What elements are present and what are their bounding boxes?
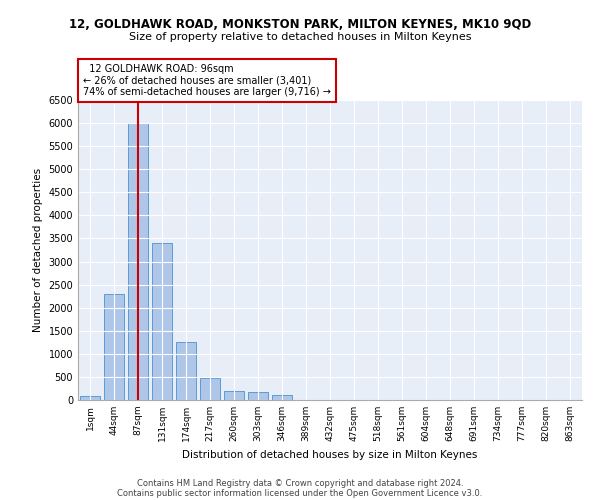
Text: 12 GOLDHAWK ROAD: 96sqm
← 26% of detached houses are smaller (3,401)
74% of semi: 12 GOLDHAWK ROAD: 96sqm ← 26% of detache…: [83, 64, 331, 97]
Text: Contains public sector information licensed under the Open Government Licence v3: Contains public sector information licen…: [118, 488, 482, 498]
Text: Contains HM Land Registry data © Crown copyright and database right 2024.: Contains HM Land Registry data © Crown c…: [137, 478, 463, 488]
Bar: [200, 378, 220, 400]
Bar: [104, 294, 124, 400]
Y-axis label: Number of detached properties: Number of detached properties: [33, 168, 43, 332]
Text: Size of property relative to detached houses in Milton Keynes: Size of property relative to detached ho…: [129, 32, 471, 42]
X-axis label: Distribution of detached houses by size in Milton Keynes: Distribution of detached houses by size …: [182, 450, 478, 460]
Text: 12, GOLDHAWK ROAD, MONKSTON PARK, MILTON KEYNES, MK10 9QD: 12, GOLDHAWK ROAD, MONKSTON PARK, MILTON…: [69, 18, 531, 30]
Bar: [248, 392, 268, 400]
Bar: [80, 396, 100, 400]
Bar: [272, 396, 292, 400]
Bar: [224, 391, 244, 400]
Bar: [176, 342, 196, 400]
Bar: [152, 243, 172, 400]
Bar: [128, 123, 148, 400]
